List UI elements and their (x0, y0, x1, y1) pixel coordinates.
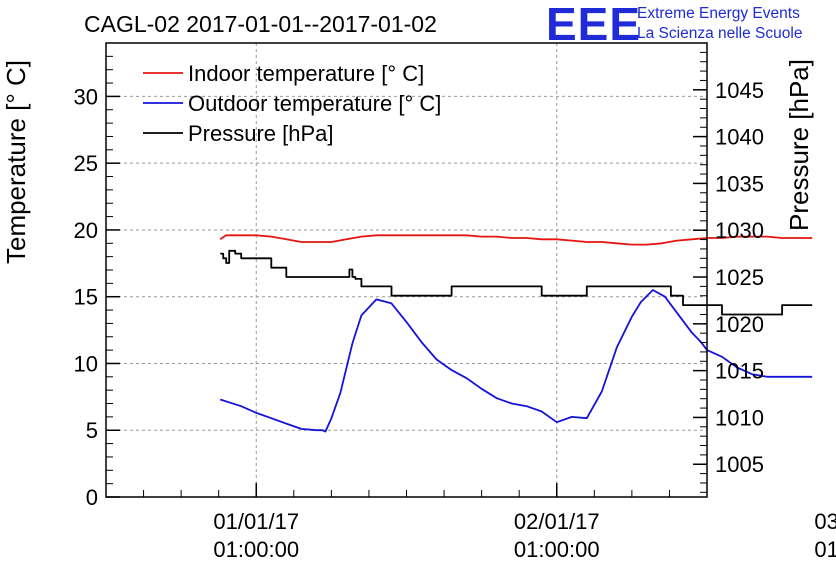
y-right-tick-label: 1005 (715, 452, 764, 477)
y-left-tick-label: 25 (74, 151, 98, 176)
y-right-tick-label: 1035 (715, 171, 764, 196)
legend: Indoor temperature [° C] Outdoor tempera… (143, 61, 441, 146)
indoor-temperature-line (219, 234, 813, 246)
legend-label-outdoor: Outdoor temperature [° C] (188, 91, 441, 116)
legend-label-indoor: Indoor temperature [° C] (188, 61, 424, 86)
y-right-tick-label: 1015 (715, 359, 764, 384)
y-left-tick-label: 0 (86, 485, 98, 510)
y-left-tick-label: 30 (74, 84, 98, 109)
x-tick-label-date: 01/01/17 (213, 509, 299, 534)
y-left-tick-label: 20 (74, 218, 98, 243)
x-tick-label-time: 01:00:00 (814, 537, 836, 562)
y-left-tick-label: 15 (74, 285, 98, 310)
y-right-tick-label: 1025 (715, 265, 764, 290)
y-left-tick-label: 10 (74, 351, 98, 376)
y-right-tick-label: 1045 (715, 78, 764, 103)
chart-title: CAGL-02 2017-01-01--2017-01-02 (84, 11, 437, 37)
outdoor-temperature-line (219, 289, 813, 433)
x-tick-label-date: 02/01/17 (514, 509, 600, 534)
y-right-tick-label: 1020 (715, 312, 764, 337)
x-tick-label-time: 01:00:00 (514, 537, 600, 562)
x-tick-label-time: 01:00:00 (213, 537, 299, 562)
x-tick-label-date: 03/01/17 (814, 509, 836, 534)
pressure-line (220, 249, 813, 316)
y-left-tick-label: 5 (86, 418, 98, 443)
y-right-tick-label: 1010 (715, 405, 764, 430)
logo-line-1: Extreme Energy Events (637, 5, 800, 22)
axes: 0510152025301005101010151020102510301035… (74, 42, 836, 562)
y-right-axis-title: Pressure [hPa] (784, 59, 814, 231)
eee-logo: EEE Extreme Energy Events La Scienza nel… (546, 0, 802, 50)
y-right-tick-label: 1030 (715, 218, 764, 243)
legend-label-pressure: Pressure [hPa] (188, 121, 334, 146)
logo-line-2: La Scienza nelle Scuole (637, 25, 802, 42)
series-lines (219, 234, 813, 433)
y-right-tick-label: 1040 (715, 125, 764, 150)
y-left-axis-title: Temperature [° C] (1, 60, 31, 264)
logo-mark: EEE (546, 0, 641, 50)
